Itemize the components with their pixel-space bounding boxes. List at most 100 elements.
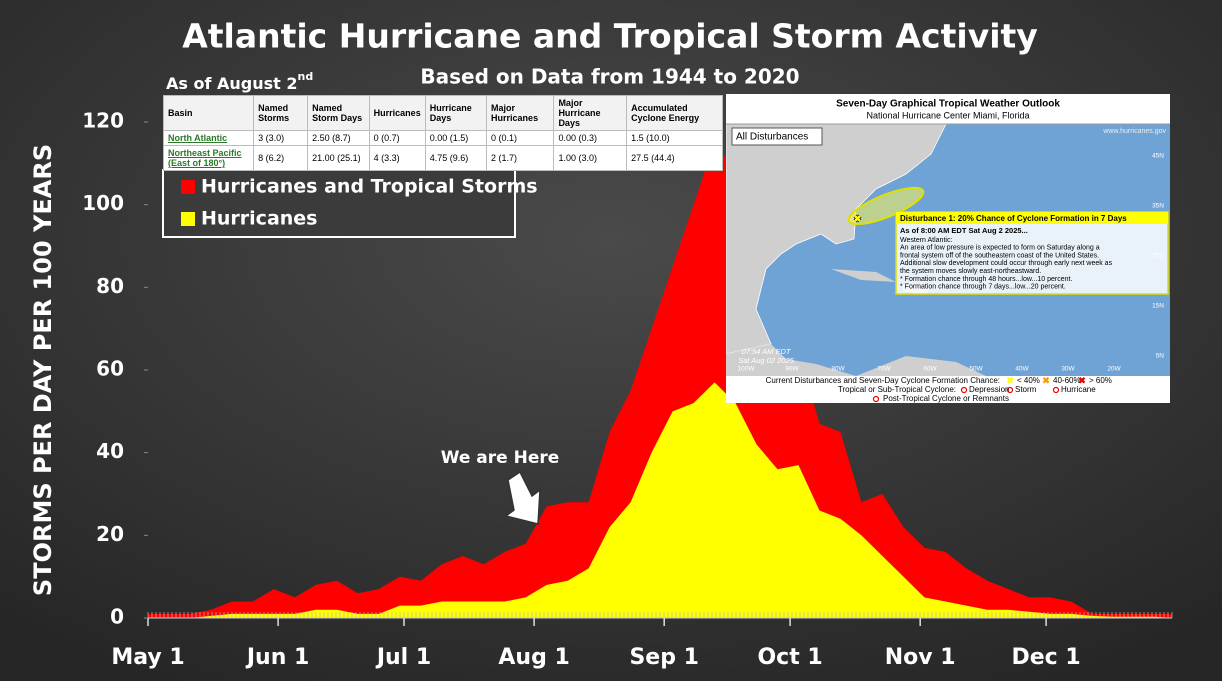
table-row: Northeast Pacific (East of 180°) 8 (6.2) 2… xyxy=(162,145,723,171)
chart-title: Atlantic Hurricane and Tropical Storm Ac… xyxy=(182,17,1038,56)
table-header-cell: Major Hurricanes xyxy=(486,95,555,131)
table-cell: Northeast Pacific (East of 180°) xyxy=(162,145,255,171)
y-tick-label: 120 xyxy=(82,109,124,133)
y-tick-label: 0 xyxy=(110,605,124,629)
table-cell: 0.00 (0.3) xyxy=(553,130,628,146)
box-line: Additional slow development could occur … xyxy=(900,260,1113,267)
legend-swatch xyxy=(181,180,195,194)
lat-label: 35N xyxy=(1152,203,1164,210)
table-cell: 4 (3.3) xyxy=(368,145,426,171)
table-cell: 0 (0.7) xyxy=(368,130,426,146)
table-header-cell: Hurricanes xyxy=(368,95,426,131)
table-header: Basin Named Storms Named Storm Days Hurrica… xyxy=(162,95,723,131)
table-header-cell: Major Hurricane Days xyxy=(553,95,628,131)
series-area xyxy=(148,142,1172,618)
chance-label: 40-60% xyxy=(1053,376,1081,385)
table-header-cell: Basin xyxy=(162,95,255,131)
box-time: As of 8:00 AM EDT Sat Aug 2 2025... xyxy=(900,226,1028,235)
box-line: frontal system off of the southeastern c… xyxy=(900,252,1099,259)
lat-label: 15N xyxy=(1152,303,1164,310)
table-header-cell: Accumulated Cyclone Energy xyxy=(626,95,723,131)
map-svg: Seven-Day Graphical Tropical Weather Out… xyxy=(726,99,1170,403)
lon-label: 90W xyxy=(785,366,799,373)
lat-label: 25N xyxy=(1152,253,1164,260)
y-tick-label: 60 xyxy=(96,357,124,381)
map-tab-label: All Disturbances xyxy=(736,132,808,143)
map-title: Seven-Day Graphical Tropical Weather Out… xyxy=(836,99,1060,110)
x-tick-label: Sep 1 xyxy=(629,645,698,670)
x-tick-label: Nov 1 xyxy=(885,645,956,670)
table-cell: 2.50 (8.7) xyxy=(307,130,370,146)
stats-table: Basin Named Storms Named Storm Days Hurrica… xyxy=(162,95,723,171)
land-north-america xyxy=(726,123,947,355)
lon-label: 60W xyxy=(923,366,937,373)
table-row: North Atlantic 3 (3.0) 2.50 (8.7) 0 (0.7) 0.… xyxy=(162,130,723,146)
kind-marker xyxy=(872,395,880,403)
chance-marker: ✖ xyxy=(1006,375,1014,385)
y-tick-label: 40 xyxy=(96,439,124,463)
table-cell: 8 (6.2) xyxy=(253,145,309,171)
map-subtitle: National Hurricane Center Miami, Florida xyxy=(866,110,1029,120)
box-line: * Formation chance through 48 hours...lo… xyxy=(900,276,1072,283)
map-url: www.hurricanes.gov xyxy=(1102,128,1166,135)
land-central-america xyxy=(726,344,856,376)
table-cell: North Atlantic xyxy=(162,130,255,146)
lon-label: 20W xyxy=(1107,366,1121,373)
as-of: As of August 2nd xyxy=(166,70,313,93)
legend-label: Hurricanes xyxy=(201,208,318,230)
lon-label: 70W xyxy=(877,366,891,373)
table-cell: 27.5 (44.4) xyxy=(626,145,723,171)
map-time: 07:54 AM EDT xyxy=(742,347,792,356)
annotation-arrow xyxy=(504,470,541,525)
map-legend-text: Post-Tropical Cyclone or Remnants xyxy=(883,394,1009,403)
kind-label: Depression xyxy=(969,385,1009,394)
lon-label: 50W xyxy=(969,366,983,373)
plot-area: May 1 Jun 1 Jul 1 Aug 1 Sep 1 Oct 1 Nov 1 Dec 1… xyxy=(82,109,1173,670)
annotation: We are Here xyxy=(441,448,560,468)
table-body: North Atlantic 3 (3.0) 2.50 (8.7) 0 (0.7) 0.… xyxy=(162,130,723,171)
map-legend-text: Tropical or Sub-Tropical Cyclone: xyxy=(838,385,956,394)
table-cell: 21.00 (25.1) xyxy=(307,145,370,171)
disturbance-marker xyxy=(854,215,861,222)
table-cell: 2 (1.7) xyxy=(486,145,555,171)
y-tick-label: 100 xyxy=(82,191,124,215)
lon-label: 40W xyxy=(1015,366,1029,373)
y-tick-label: 20 xyxy=(96,522,124,546)
lon-label: 80W xyxy=(831,366,845,373)
kind-label: Storm xyxy=(1015,385,1037,394)
chance-label: > 60% xyxy=(1089,376,1112,385)
table-cell: 1.5 (10.0) xyxy=(626,130,723,146)
table-header-cell: Named Storm Days xyxy=(307,95,370,131)
lat-label: 45N xyxy=(1152,153,1164,160)
as-of-text: As of August 2 xyxy=(166,74,298,93)
as-of-sup: nd xyxy=(298,70,314,83)
y-tick-label: 80 xyxy=(96,274,124,298)
disturbance-box-header xyxy=(896,212,1168,224)
x-tick-label: Dec 1 xyxy=(1011,645,1080,670)
table-cell: 0.00 (1.5) xyxy=(424,130,488,146)
box-line: the system moves slowly east-northeastwa… xyxy=(900,268,1041,275)
map-legend-text: Current Disturbances and Seven-Day Cyclo… xyxy=(766,376,1000,385)
series-area xyxy=(148,382,1172,618)
land-south-america xyxy=(856,356,986,376)
kind-label: Hurricane xyxy=(1061,385,1096,394)
table-cell: 1.00 (3.0) xyxy=(553,145,628,171)
disturbance-area xyxy=(847,186,925,226)
x-tick-label: May 1 xyxy=(111,645,184,670)
kind-marker xyxy=(960,386,968,394)
box-line: An area of low pressure is expected to f… xyxy=(900,245,1100,252)
table-header-cell: Hurricane Days xyxy=(424,95,488,131)
kind-marker xyxy=(1006,386,1014,394)
x-tick-label: Oct 1 xyxy=(757,645,822,670)
table-cell: 4.75 (9.6) xyxy=(424,145,488,171)
chance-label: < 40% xyxy=(1017,376,1040,385)
chart-subtitle: Based on Data from 1944 to 2020 xyxy=(420,65,799,89)
x-tick-label: Jun 1 xyxy=(245,645,309,670)
lat-label: 5N xyxy=(1156,353,1165,360)
box-line: Western Atlantic: xyxy=(900,237,952,244)
table-cell: 3 (3.0) xyxy=(253,130,309,146)
lon-label: 30W xyxy=(1061,366,1075,373)
land-cuba xyxy=(831,269,896,282)
chance-marker: ✖ xyxy=(1042,375,1050,385)
legend: Hurricanes and Tropical Storms Hurricanes xyxy=(181,176,538,230)
